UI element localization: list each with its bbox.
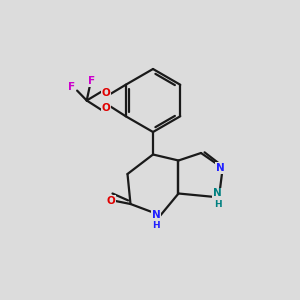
Text: O: O [102, 103, 111, 113]
Text: O: O [106, 196, 116, 206]
Text: N: N [213, 188, 222, 199]
Text: F: F [68, 82, 75, 92]
Text: F: F [88, 76, 95, 86]
Text: H: H [214, 200, 221, 209]
Text: O: O [102, 88, 111, 98]
Text: N: N [216, 163, 225, 173]
Text: H: H [152, 221, 160, 230]
Text: N: N [152, 209, 160, 220]
